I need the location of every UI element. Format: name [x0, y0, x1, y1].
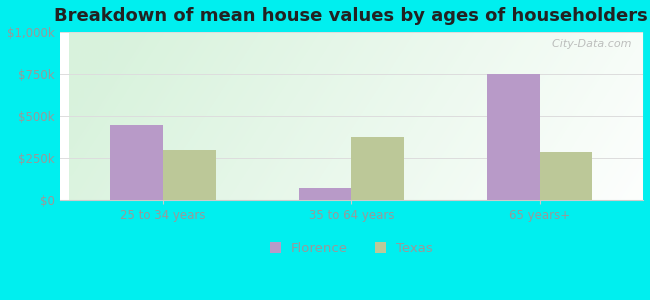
Bar [298, 188, 351, 200]
Legend: Florence, Texas: Florence, Texas [265, 237, 437, 261]
Bar [540, 152, 592, 200]
Text: City-Data.com: City-Data.com [545, 39, 631, 49]
Bar [111, 124, 163, 200]
Title: Breakdown of mean house values by ages of householders: Breakdown of mean house values by ages o… [55, 7, 648, 25]
Bar [487, 74, 540, 200]
Bar [163, 150, 216, 200]
Bar [351, 137, 404, 200]
